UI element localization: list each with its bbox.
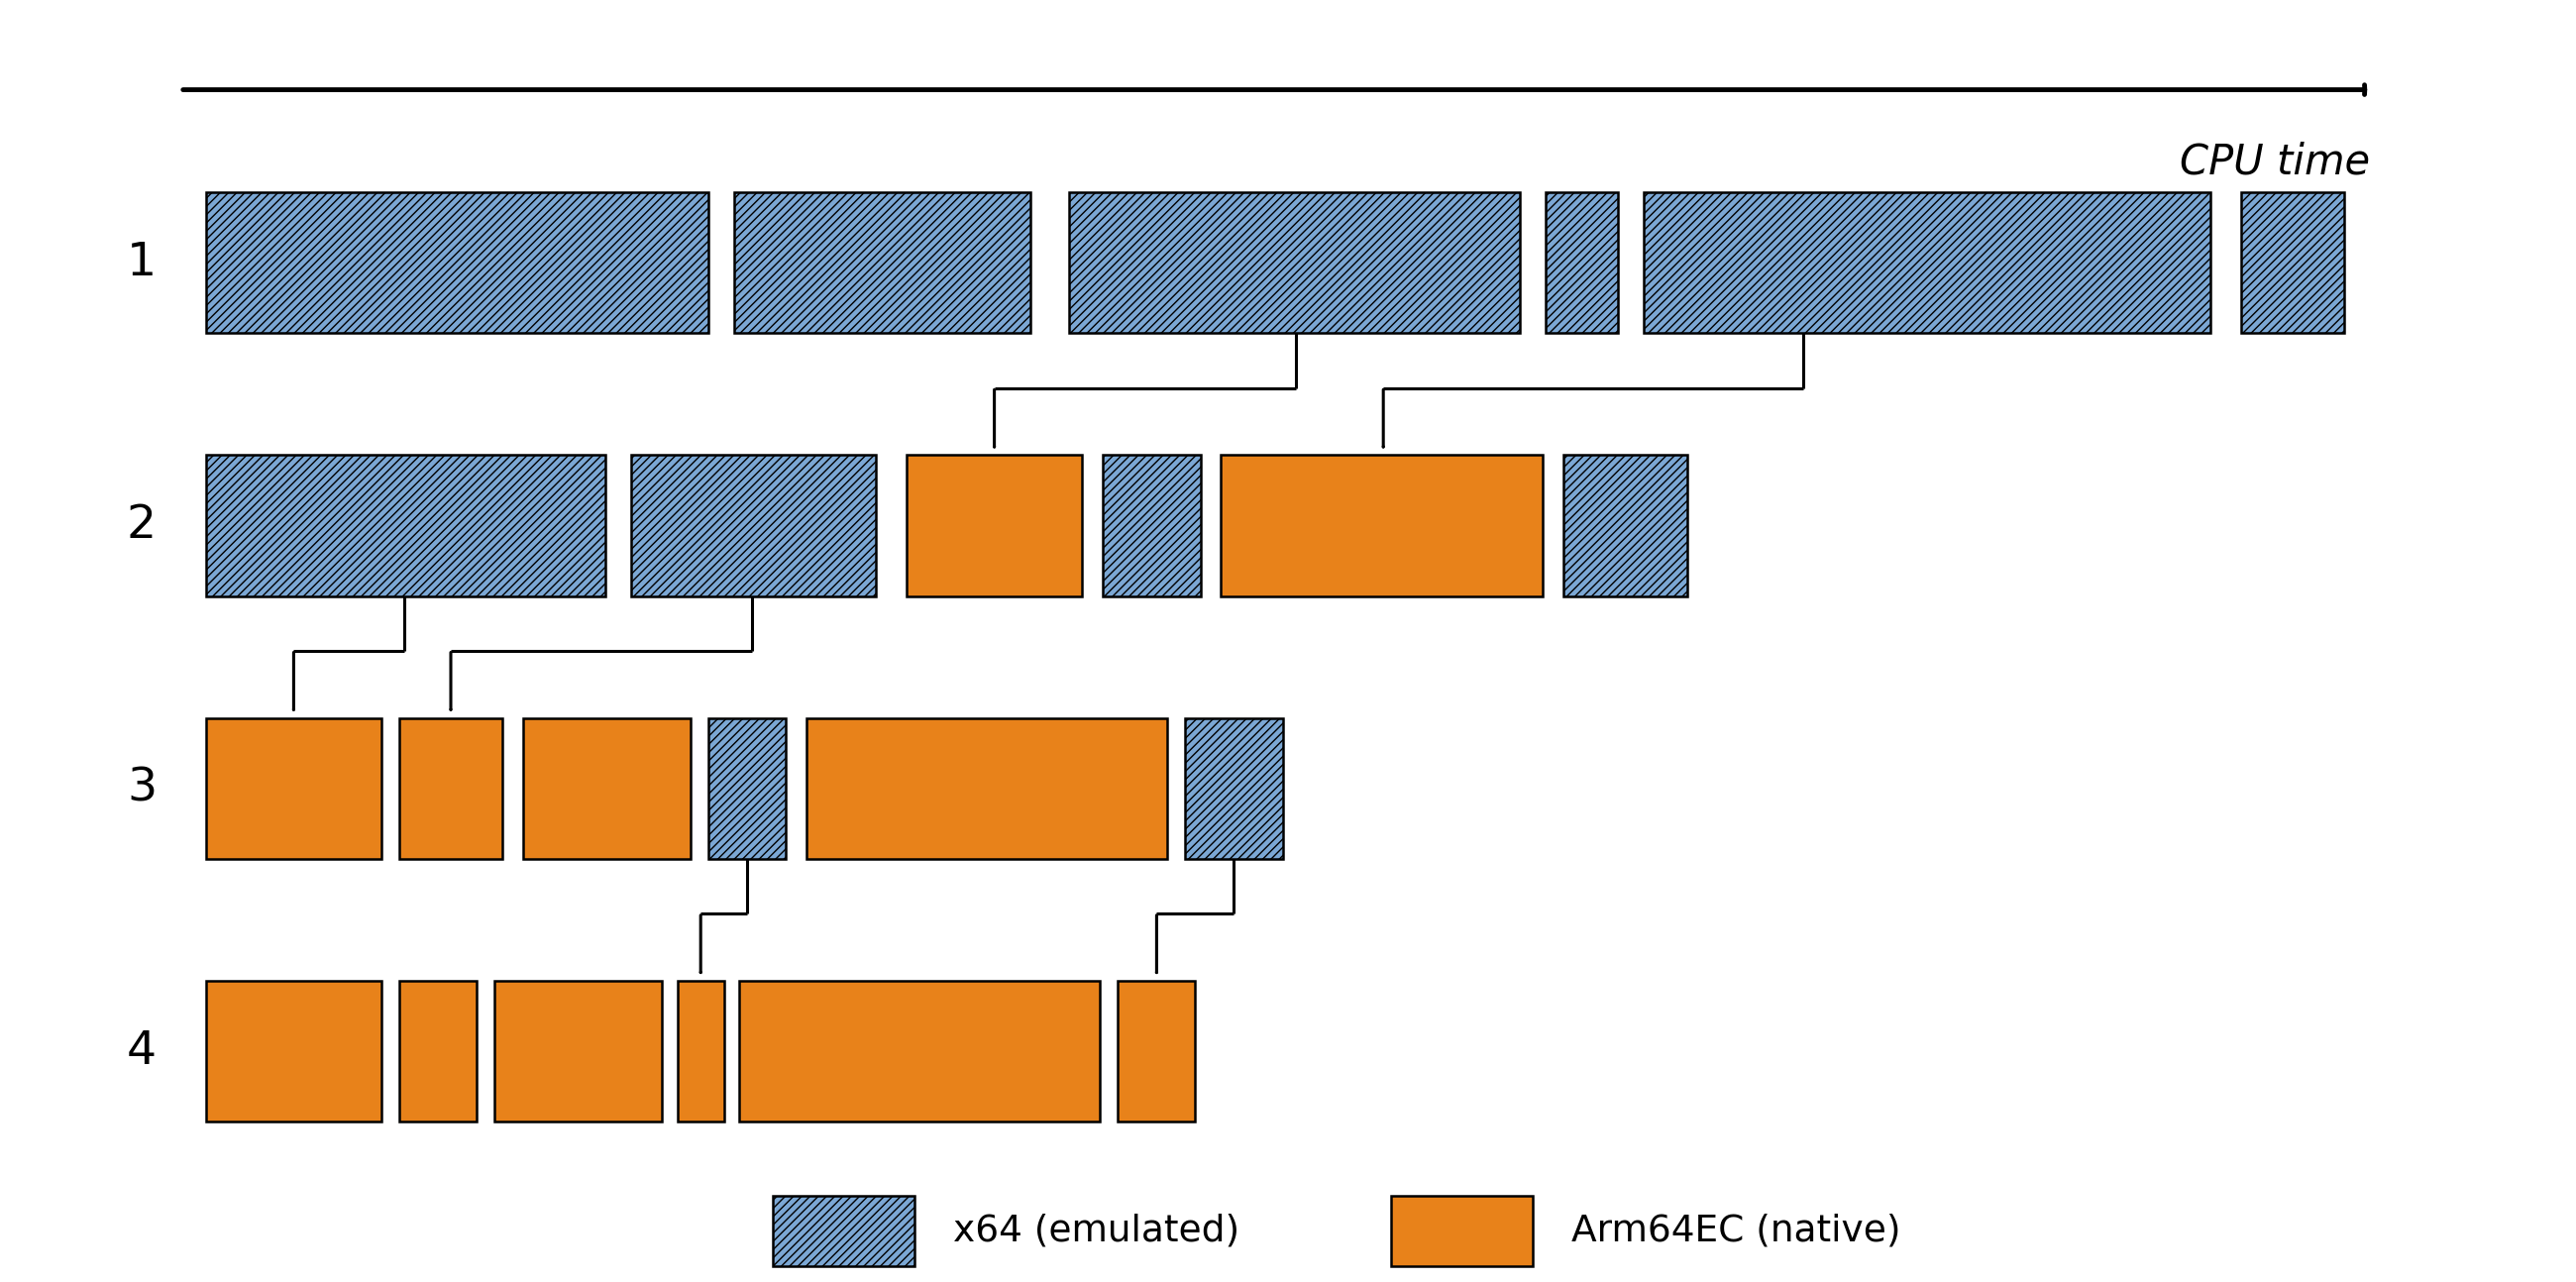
Text: 3: 3 bbox=[126, 767, 157, 810]
Bar bbox=[739, 981, 1100, 1122]
Text: 4: 4 bbox=[126, 1029, 157, 1073]
Bar bbox=[1103, 455, 1200, 596]
Text: 1: 1 bbox=[126, 241, 157, 285]
Bar bbox=[523, 718, 690, 859]
Bar bbox=[2241, 192, 2344, 333]
Bar bbox=[1564, 455, 1687, 596]
Bar bbox=[206, 981, 381, 1122]
Bar bbox=[631, 455, 876, 596]
Bar bbox=[1118, 981, 1195, 1122]
Bar bbox=[1069, 192, 1520, 333]
Bar bbox=[1391, 1195, 1533, 1267]
Bar bbox=[495, 981, 662, 1122]
Bar bbox=[206, 718, 381, 859]
Bar bbox=[773, 1195, 914, 1267]
Text: x64 (emulated): x64 (emulated) bbox=[953, 1213, 1239, 1249]
Bar bbox=[1185, 718, 1283, 859]
Text: 2: 2 bbox=[126, 504, 157, 547]
Bar bbox=[734, 192, 1030, 333]
Bar bbox=[399, 981, 477, 1122]
Bar bbox=[708, 718, 786, 859]
Bar bbox=[677, 981, 724, 1122]
Text: Arm64EC (native): Arm64EC (native) bbox=[1571, 1213, 1901, 1249]
Bar bbox=[1221, 455, 1543, 596]
Bar bbox=[806, 718, 1167, 859]
Bar bbox=[1643, 192, 2210, 333]
Bar bbox=[206, 192, 708, 333]
Bar bbox=[399, 718, 502, 859]
Bar bbox=[1546, 192, 1618, 333]
Text: CPU time: CPU time bbox=[2179, 141, 2370, 182]
Bar bbox=[907, 455, 1082, 596]
Bar bbox=[206, 455, 605, 596]
